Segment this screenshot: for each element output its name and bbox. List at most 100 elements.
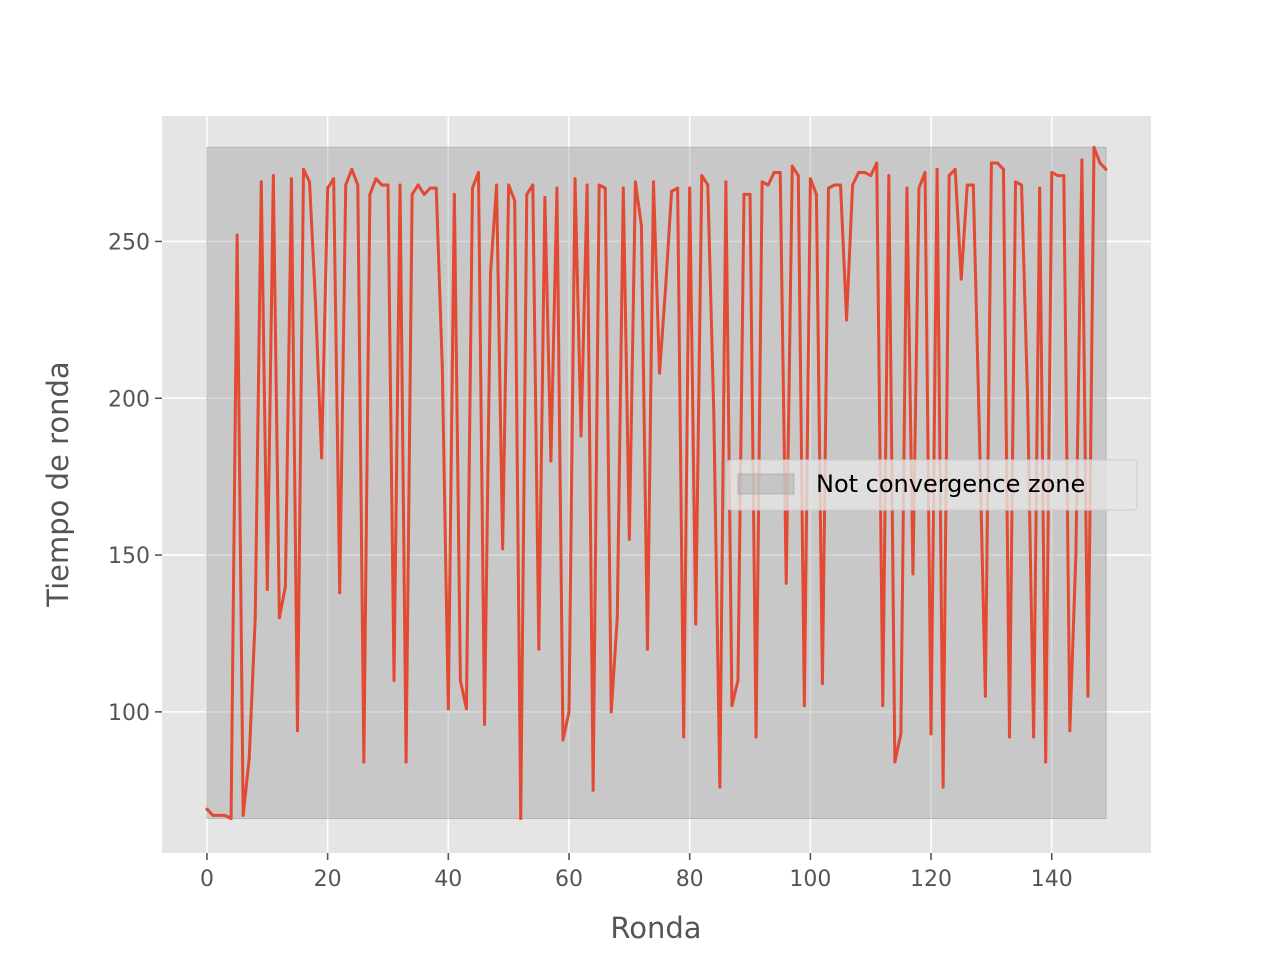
- data-point: [440, 365, 444, 369]
- data-point: [627, 537, 631, 541]
- legend-swatch: [737, 473, 795, 495]
- data-point: [742, 192, 746, 196]
- x-tick-label: 80: [676, 867, 704, 892]
- y-axis-ticks: 100 150 200 250: [108, 230, 162, 726]
- data-point: [235, 233, 239, 237]
- data-point: [676, 186, 680, 190]
- x-tick-label: 140: [1031, 867, 1073, 892]
- data-point: [428, 186, 432, 190]
- legend-box: [726, 459, 1138, 511]
- data-point: [362, 760, 366, 764]
- data-point: [350, 167, 354, 171]
- y-tick-label: 100: [108, 701, 150, 726]
- data-point: [531, 183, 535, 187]
- data-point: [271, 174, 275, 178]
- x-tick-label: 120: [910, 867, 952, 892]
- data-point: [796, 174, 800, 178]
- data-point: [748, 192, 752, 196]
- data-point: [959, 277, 963, 281]
- data-point: [682, 735, 686, 739]
- data-point: [1104, 167, 1108, 171]
- data-point: [893, 760, 897, 764]
- data-point: [989, 161, 993, 165]
- data-point: [633, 180, 637, 184]
- data-point: [700, 174, 704, 178]
- data-point: [404, 760, 408, 764]
- x-tick-label: 40: [434, 867, 462, 892]
- data-point: [1032, 735, 1036, 739]
- data-point: [869, 174, 873, 178]
- data-point: [754, 735, 758, 739]
- data-point: [1080, 158, 1084, 162]
- data-point: [808, 177, 812, 181]
- data-point: [525, 192, 529, 196]
- data-point: [597, 183, 601, 187]
- data-point: [579, 434, 583, 438]
- data-point: [609, 710, 613, 714]
- data-point: [489, 271, 493, 275]
- data-point: [736, 679, 740, 683]
- data-point: [766, 183, 770, 187]
- data-point: [778, 170, 782, 174]
- data-point: [839, 183, 843, 187]
- data-point: [591, 788, 595, 792]
- data-point: [259, 180, 263, 184]
- x-axis-ticks: 0 20 40 60 80 100 120 140: [200, 853, 1073, 892]
- data-point: [615, 616, 619, 620]
- data-point: [573, 177, 577, 181]
- data-point: [820, 682, 824, 686]
- data-point: [356, 183, 360, 187]
- data-point: [332, 177, 336, 181]
- y-tick-label: 150: [108, 544, 150, 569]
- data-point: [253, 616, 257, 620]
- data-point: [1007, 735, 1011, 739]
- data-point: [887, 174, 891, 178]
- data-point: [549, 459, 553, 463]
- x-tick-label: 100: [789, 867, 831, 892]
- data-point: [1062, 174, 1066, 178]
- legend: Not convergence zone: [726, 459, 1138, 511]
- data-point: [995, 161, 999, 165]
- data-point: [464, 707, 468, 711]
- data-point: [863, 170, 867, 174]
- data-point: [1098, 161, 1102, 165]
- data-point: [814, 192, 818, 196]
- data-point: [639, 224, 643, 228]
- data-point: [1014, 180, 1018, 184]
- data-point: [790, 164, 794, 168]
- data-point: [664, 286, 668, 290]
- data-point: [374, 177, 378, 181]
- data-point: [386, 183, 390, 187]
- data-point: [826, 186, 830, 190]
- data-point: [1074, 553, 1078, 557]
- data-point: [645, 647, 649, 651]
- data-point: [483, 722, 487, 726]
- data-point: [905, 186, 909, 190]
- data-point: [784, 581, 788, 585]
- data-point: [265, 588, 269, 592]
- x-tick-label: 0: [200, 867, 214, 892]
- data-point: [302, 167, 306, 171]
- data-point: [223, 813, 227, 817]
- data-point: [561, 738, 565, 742]
- data-point: [501, 547, 505, 551]
- data-point: [211, 813, 215, 817]
- data-point: [326, 186, 330, 190]
- data-point: [1026, 396, 1030, 400]
- data-point: [247, 757, 251, 761]
- data-point: [833, 183, 837, 187]
- data-point: [760, 180, 764, 184]
- data-point: [507, 183, 511, 187]
- data-point: [670, 189, 674, 193]
- data-point: [724, 180, 728, 184]
- data-point: [338, 591, 342, 595]
- data-point: [217, 813, 221, 817]
- data-point: [380, 183, 384, 187]
- data-point: [977, 428, 981, 432]
- data-point: [1092, 145, 1096, 149]
- data-point: [277, 616, 281, 620]
- data-point: [688, 186, 692, 190]
- data-point: [229, 817, 233, 821]
- data-point: [983, 694, 987, 698]
